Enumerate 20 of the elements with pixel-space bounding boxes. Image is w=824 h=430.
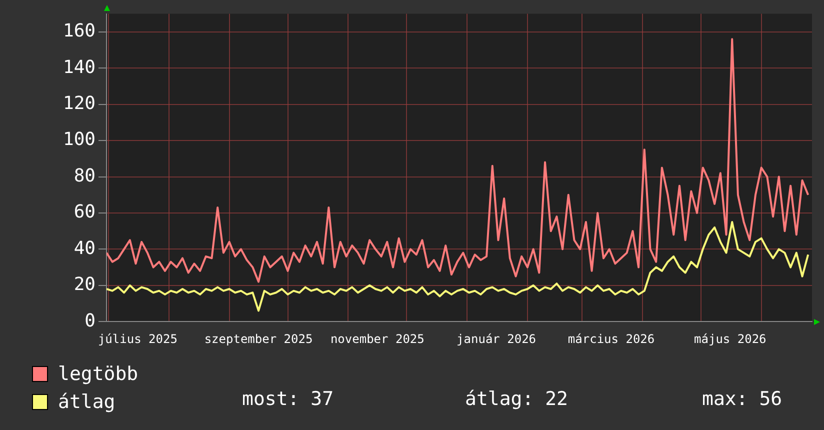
- y-tick-label: 160: [62, 20, 96, 42]
- text: most: 37: [242, 388, 334, 410]
- x-tick-label: március 2026: [568, 332, 655, 346]
- y-tick-label: 60: [74, 202, 96, 223]
- x-tick-label: január 2026: [456, 332, 536, 346]
- y-tick-label: 20: [74, 274, 96, 296]
- x-tick-label: szeptember 2025: [204, 332, 313, 346]
- y-tick-label: 0: [84, 310, 96, 332]
- x-tick-label: május 2026: [694, 332, 766, 346]
- y-tick-label: 140: [62, 56, 96, 78]
- y-tick-label: 100: [62, 129, 96, 150]
- y-tick-label: 80: [74, 165, 96, 186]
- legend-label: átlag: [58, 390, 116, 415]
- text: átlag: 22: [465, 388, 568, 410]
- y-tick-label: 40: [74, 238, 96, 259]
- y-tick-label: 120: [62, 93, 96, 114]
- x-tick-label: július 2025: [98, 332, 178, 346]
- x-tick-label: november 2025: [330, 332, 424, 346]
- text: max: 56: [702, 388, 782, 410]
- legend-label: legtöbb: [58, 362, 140, 387]
